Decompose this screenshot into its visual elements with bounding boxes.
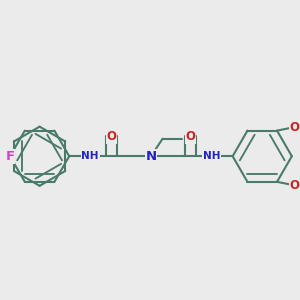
Text: F: F xyxy=(5,150,15,163)
Text: O: O xyxy=(290,179,299,192)
Text: O: O xyxy=(106,130,116,143)
Text: O: O xyxy=(186,130,196,143)
Text: NH: NH xyxy=(203,151,220,161)
Text: N: N xyxy=(146,150,157,163)
Text: NH: NH xyxy=(82,151,99,161)
Text: O: O xyxy=(290,121,299,134)
